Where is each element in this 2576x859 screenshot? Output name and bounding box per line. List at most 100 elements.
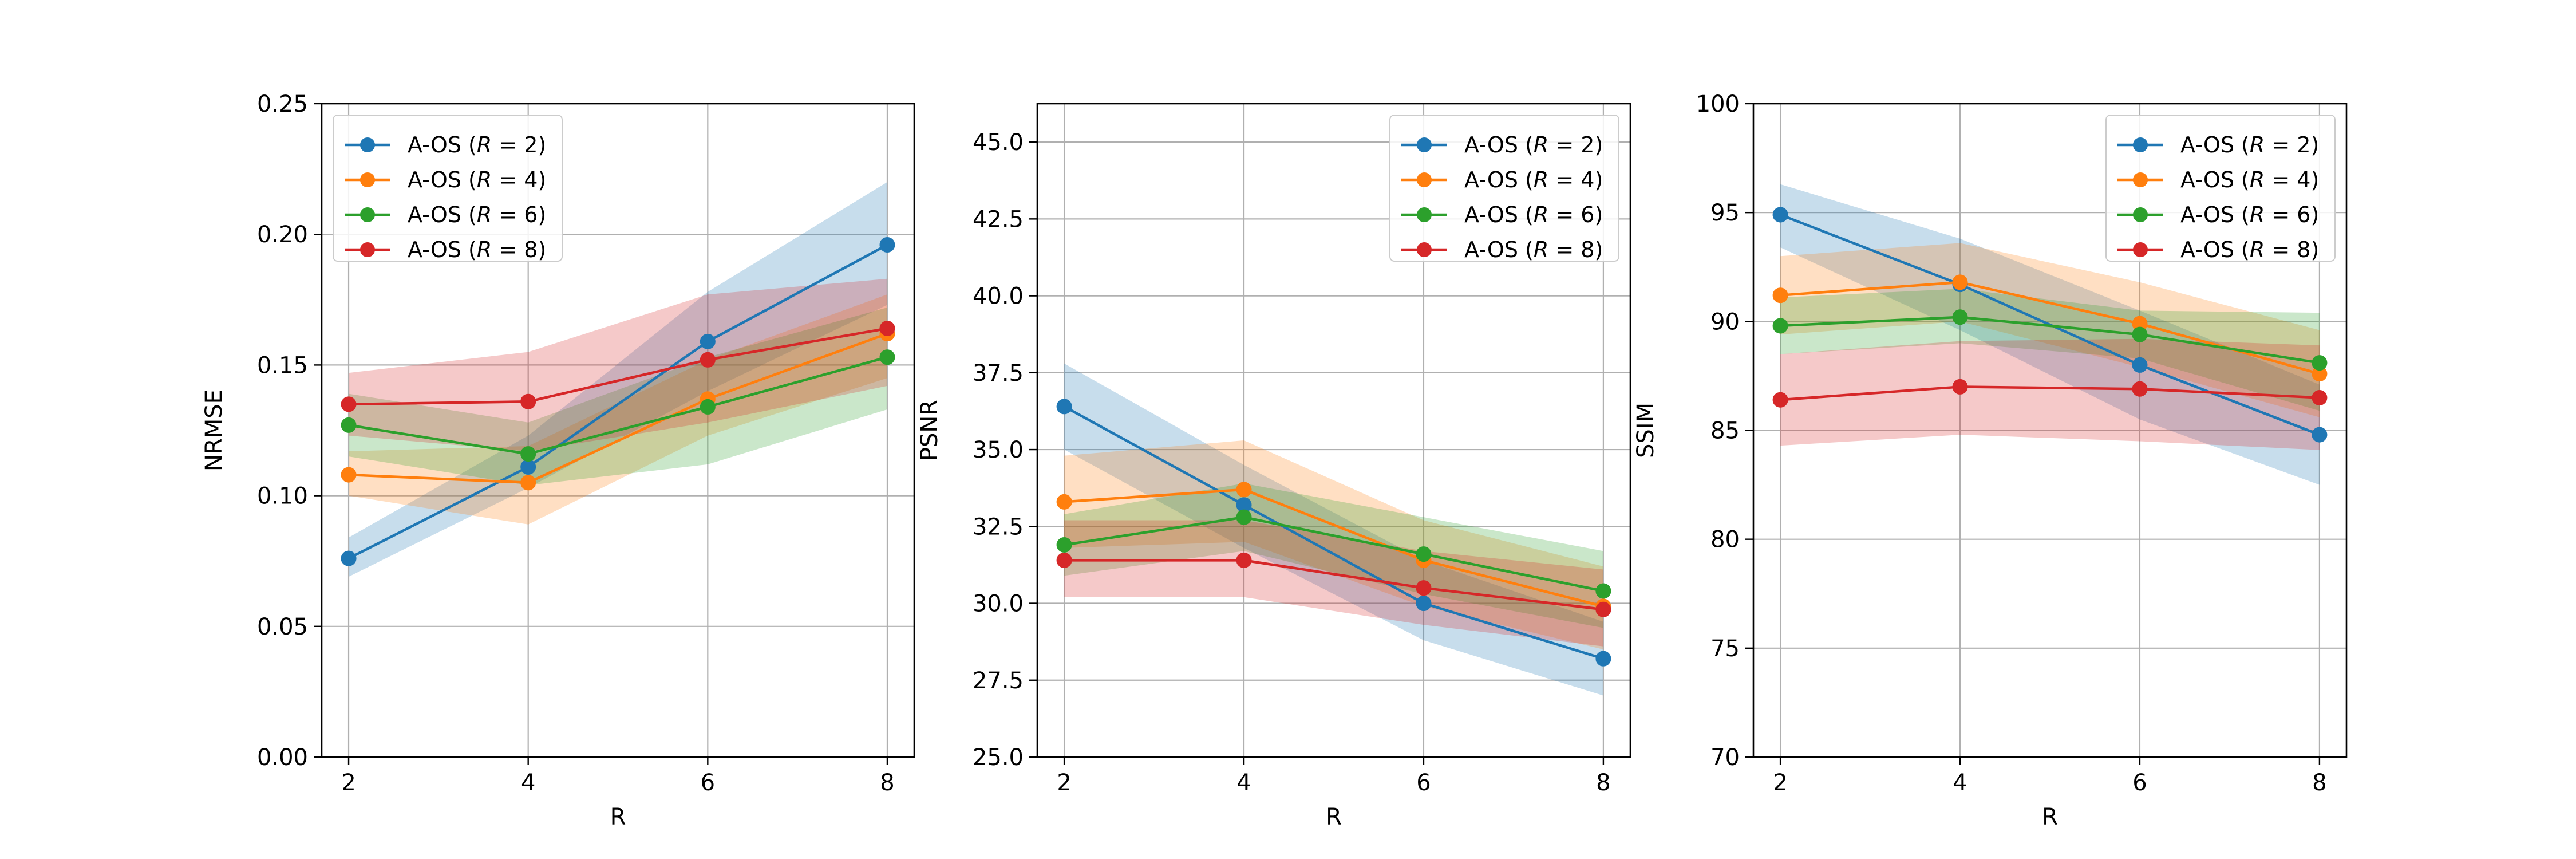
legend-label: A-OS (R = 8) xyxy=(2180,237,2319,262)
series-lines xyxy=(1780,213,2320,436)
legend: A-OS (R = 2) A-OS (R = 4) A-OS (R = 6) A-OS… xyxy=(1389,115,1619,262)
line-series-1 xyxy=(1064,405,1604,660)
legend-marker xyxy=(360,242,375,257)
point-series-4 xyxy=(520,393,536,409)
y-tick-label: 37.5 xyxy=(973,360,1024,387)
legend-item-2: A-OS (R = 4) xyxy=(345,167,546,192)
legend-label: A-OS (R = 6) xyxy=(1464,202,1603,227)
legend-item-1: A-OS (R = 2) xyxy=(2117,132,2319,157)
point-series-2 xyxy=(1952,274,1968,290)
point-series-4 xyxy=(1772,392,1788,408)
legend-label: A-OS (R = 4) xyxy=(2180,167,2319,192)
legend-marker xyxy=(1417,172,1432,187)
band-series-4 xyxy=(1064,520,1603,647)
line-series-3 xyxy=(1064,515,1604,593)
point-series-2 xyxy=(341,467,357,483)
y-tick-label: 70 xyxy=(1710,744,1740,771)
point-series-1 xyxy=(1595,651,1611,667)
legend-label: A-OS (R = 4) xyxy=(408,167,546,192)
nrmse-panel: 2 4 6 8 0.00 0.05 0.10 0.15 0.20 0.25 R NRMSE A-OS (… xyxy=(201,91,915,830)
y-tick-label: 0.20 xyxy=(257,222,308,248)
x-axis-label: R xyxy=(1326,804,1342,830)
legend-marker xyxy=(2133,172,2148,187)
legend-item-4: A-OS (R = 8) xyxy=(1401,237,1603,262)
x-tick-label: 2 xyxy=(341,770,355,796)
point-series-4 xyxy=(879,321,895,337)
y-tick-label: 42.5 xyxy=(973,206,1024,233)
y-tick-label: 0.25 xyxy=(257,91,308,117)
x-tick-label: 2 xyxy=(1057,770,1071,796)
point-series-3 xyxy=(1952,309,1968,325)
line-series-4 xyxy=(349,327,888,406)
point-series-4 xyxy=(1416,580,1432,596)
legend-label: A-OS (R = 4) xyxy=(1464,167,1603,192)
y-tick-label: 25.0 xyxy=(973,744,1024,771)
y-tick-label: 0.15 xyxy=(257,352,308,379)
y-tick-label: 0.05 xyxy=(257,614,308,640)
legend-label: A-OS (R = 2) xyxy=(2180,132,2319,157)
point-series-4 xyxy=(1056,552,1072,568)
y-axis-label: NRMSE xyxy=(201,389,227,471)
y-tick-label: 95 xyxy=(1710,200,1740,226)
legend-marker xyxy=(360,137,375,152)
line-series-4 xyxy=(1064,559,1604,611)
y-tick-label: 35.0 xyxy=(973,437,1024,463)
point-series-1 xyxy=(341,550,357,566)
point-series-3 xyxy=(1236,509,1252,525)
point-series-3 xyxy=(1056,537,1072,553)
legend-marker xyxy=(360,172,375,187)
line-series-3 xyxy=(1780,316,2320,364)
point-series-3 xyxy=(700,399,716,415)
legend-item-4: A-OS (R = 8) xyxy=(345,237,546,262)
line-series-2 xyxy=(1064,488,1604,608)
legend-item-1: A-OS (R = 2) xyxy=(345,132,546,157)
y-tick-label: 75 xyxy=(1710,636,1740,662)
point-series-2 xyxy=(1772,287,1788,304)
legend-box xyxy=(2105,115,2336,262)
legend-marker xyxy=(1417,242,1432,257)
point-series-3 xyxy=(1772,318,1788,334)
y-tick-label: 27.5 xyxy=(973,668,1024,694)
line-series-3 xyxy=(348,356,888,455)
x-tick-label: 6 xyxy=(2132,770,2147,796)
point-series-1 xyxy=(2132,357,2148,373)
x-tick-label: 8 xyxy=(1596,770,1610,796)
y-tick-label: 32.5 xyxy=(973,514,1024,540)
legend-item-2: A-OS (R = 4) xyxy=(2117,167,2319,192)
y-axis-label: SSIM xyxy=(1633,403,1659,458)
legend: A-OS (R = 2) A-OS (R = 4) A-OS (R = 6) A-OS… xyxy=(2105,115,2336,262)
point-series-1 xyxy=(879,237,895,253)
legend-item-3: A-OS (R = 6) xyxy=(1401,202,1603,227)
legend-label: A-OS (R = 6) xyxy=(408,202,546,227)
y-tick-label: 30.0 xyxy=(973,591,1024,617)
series-lines xyxy=(348,243,888,560)
x-tick-label: 4 xyxy=(1953,770,1967,796)
point-series-2 xyxy=(520,475,536,491)
y-tick-label: 100 xyxy=(1696,91,1740,117)
x-tick-label: 8 xyxy=(2312,770,2326,796)
x-tick-label: 8 xyxy=(880,770,894,796)
legend-label: A-OS (R = 8) xyxy=(408,237,546,262)
y-tick-label: 40.0 xyxy=(973,283,1024,310)
y-tick-label: 0.00 xyxy=(257,744,308,771)
legend-marker xyxy=(1417,207,1432,222)
x-tick-label: 6 xyxy=(701,770,715,796)
band-series-1 xyxy=(1064,363,1603,696)
y-axis-label: PSNR xyxy=(916,400,943,461)
band-series-3 xyxy=(1064,483,1603,628)
legend-label: A-OS (R = 8) xyxy=(1464,237,1603,262)
point-series-3 xyxy=(1595,583,1611,599)
legend-marker xyxy=(1417,137,1432,152)
axes-frame xyxy=(1036,103,1631,758)
x-axis-label: R xyxy=(610,804,626,830)
point-series-4 xyxy=(2312,389,2328,405)
x-axis-label: R xyxy=(2042,804,2058,830)
point-series-4 xyxy=(1236,552,1252,568)
legend-box xyxy=(333,115,563,262)
y-tick-label: 90 xyxy=(1710,309,1740,335)
axes-frame xyxy=(321,103,915,758)
y-tick-label: 85 xyxy=(1710,418,1740,444)
point-series-2 xyxy=(1236,482,1252,498)
point-series-4 xyxy=(341,396,357,412)
